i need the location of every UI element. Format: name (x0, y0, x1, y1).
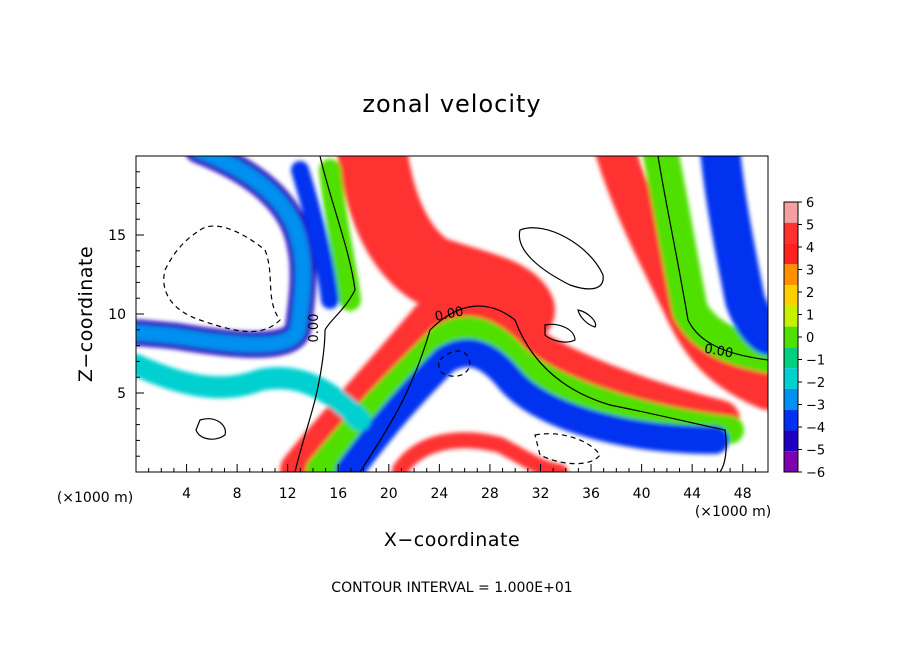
colorbar-swatch (784, 285, 798, 306)
colorbar: 6 5 4 3 2 1 0 −1 −2 −3 −4 −5 −6 (783, 196, 825, 481)
contour-interval-note: CONTOUR INTERVAL = 1.000E+01 (331, 580, 572, 596)
colorbar-swatch (784, 409, 798, 431)
field-band-left-blue (136, 156, 312, 353)
field-band-arch-blue (336, 339, 729, 472)
x-tick-label: 20 (380, 486, 398, 502)
colorbar-label: 2 (806, 286, 814, 301)
x-tick-label: 24 (430, 486, 448, 502)
x-tick-label: 12 (279, 486, 297, 502)
colorbar-label: −4 (806, 421, 825, 436)
field-band-right-green (642, 156, 768, 373)
y-tick-label: 5 (117, 386, 126, 402)
colorbar-label: 6 (806, 196, 814, 211)
x-axis-ticks: 4 8 12 16 20 24 28 32 36 40 44 48 (135, 464, 769, 502)
contour-label-arch: 0.00 (434, 304, 465, 325)
field-band-plume-orange (319, 159, 361, 311)
y-axis-ticks: 5 10 15 (108, 155, 144, 473)
colorbar-swatch (784, 430, 798, 452)
colorbar-swatch (784, 451, 798, 472)
colorbar-label: 4 (806, 241, 814, 256)
field-band-right-blue (700, 156, 768, 355)
x-tick-label: 8 (233, 486, 242, 502)
chart-title: zonal velocity (362, 90, 541, 118)
colorbar-label: 0 (806, 331, 814, 346)
colorbar-swatch (784, 347, 798, 369)
x-unit-left: (×1000 m) (57, 490, 133, 506)
colorbar-swatch (784, 243, 798, 265)
colorbar-label: −1 (806, 354, 825, 369)
field-band-plume-blue (291, 161, 339, 309)
contour-neg-left (163, 225, 281, 333)
x-tick-label: 36 (582, 486, 600, 502)
colorbar-swatch (784, 368, 798, 389)
colorbar-swatch (784, 202, 798, 223)
x-tick-label: 40 (633, 486, 651, 502)
contour-pos-right (518, 227, 604, 290)
y-tick-label: 15 (108, 228, 126, 244)
field-band-arch-green (306, 316, 744, 472)
x-tick-label: 32 (532, 486, 550, 502)
field-band-plume-red (337, 156, 555, 345)
colorbar-swatch (784, 326, 798, 348)
x-axis-label: X−coordinate (384, 529, 520, 551)
colorbar-label: 1 (806, 309, 814, 324)
y-tick-label: 10 (108, 307, 126, 323)
colorbar-swatch (784, 222, 798, 244)
colorbar-label: −2 (806, 376, 825, 391)
contour-neg-center (438, 350, 471, 377)
y-axis-label: Z−coordinate (75, 246, 97, 382)
x-tick-label: 4 (182, 486, 191, 502)
colorbar-label: −3 (806, 399, 825, 414)
contour-zero-left (294, 156, 356, 472)
colorbar-swatch (784, 388, 798, 410)
colorbar-label: −5 (806, 444, 825, 459)
contour-neg-bottom-right (534, 433, 601, 465)
contour-pos-lower-left (195, 418, 226, 440)
contour-pos-small-2 (577, 309, 597, 328)
x-tick-label: 48 (734, 486, 752, 502)
contour-label-right: 0.00 (703, 342, 734, 362)
contour-lines (163, 156, 768, 472)
field-band-lower-left (136, 354, 371, 431)
colorbar-label: −6 (806, 466, 825, 481)
colorbar-label: 3 (806, 264, 814, 279)
x-unit-right: (×1000 m) (695, 504, 771, 520)
colorbar-swatch (784, 305, 798, 327)
contour-zero-right (657, 156, 768, 361)
heatmap-field (136, 156, 768, 472)
contour-pos-small-1 (544, 323, 576, 343)
x-tick-label: 16 (329, 486, 347, 502)
colorbar-label: 5 (806, 219, 814, 234)
contour-zero-arch (359, 305, 727, 472)
colorbar-swatch (784, 264, 798, 286)
contour-label-left: 0.00 (307, 314, 322, 343)
x-tick-label: 44 (683, 486, 701, 502)
x-tick-label: 28 (481, 486, 499, 502)
